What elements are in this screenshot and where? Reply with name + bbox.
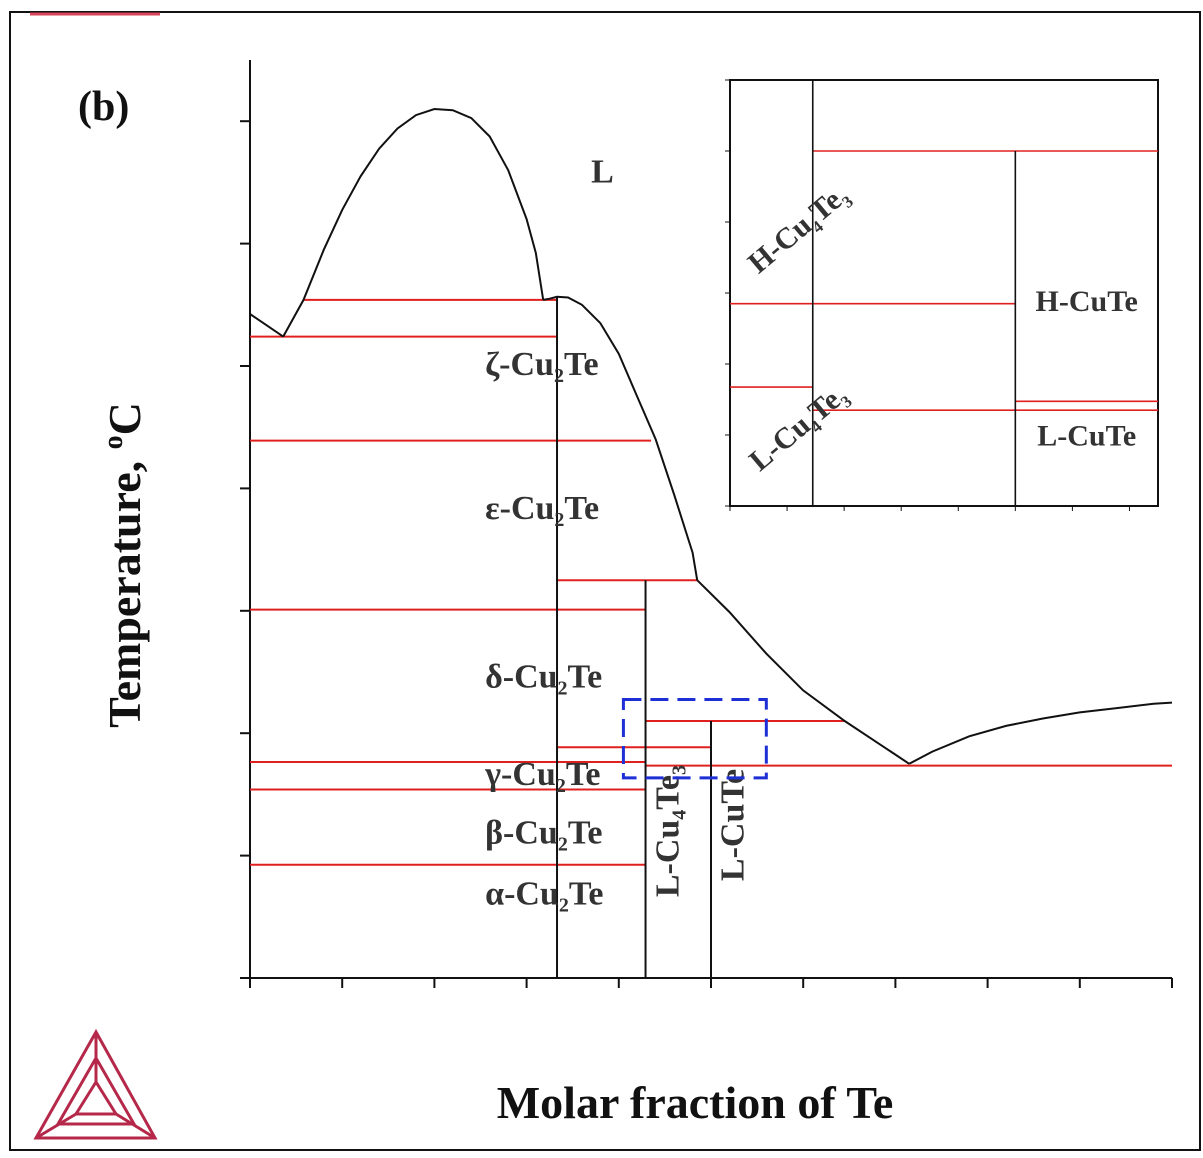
inset-label-group: H-CuTe [1036,285,1138,318]
callout-box [621,698,768,780]
y-axis-title-degree: o [98,435,129,449]
liquidus-te-side [908,701,1173,765]
x-axis-title: Molar fraction of Te [497,1077,893,1128]
phase-label-beta: β-Cu2Te [485,814,602,855]
vertical-label-group: L-CuTe [714,769,751,881]
y-axis-title-unit: C [99,402,150,435]
phase-label-delta: δ-Cu2Te [485,658,602,699]
triangle-logo-icon [33,1028,158,1140]
phase-label-L-CuTe: L-CuTe [714,769,751,881]
inset-phase-label-L-CuTe: L-CuTe [1037,420,1136,453]
vertical-label-group: L-Cu4Te3 [650,765,691,897]
phase-label-epsilon: ε-Cu2Te [485,490,599,531]
phase-label-gamma: γ-Cu2Te [484,756,600,797]
phase-label-alpha: α-Cu2Te [485,876,603,917]
panel-label: (b) [78,84,129,130]
phase-label-zeta: ζ-Cu2Te [485,346,599,387]
liquidus-dome [282,107,545,338]
phase-label-L-Cu4Te3: L-Cu4Te3 [650,765,691,897]
liquidus-right-shoulder [543,295,699,581]
y-axis-title-main: Temperature, [99,449,150,728]
main-plot-area: Lζ-Cu2Te ε-Cu2Te δ-Cu2Te γ-Cu2Te β-Cu2Te α-Cu… [240,60,1173,988]
phase-label-L: L [591,153,614,190]
inset-phase-label-H-CuTe: H-CuTe [1036,285,1138,318]
liquidus-descending [696,579,910,765]
liquidus-left-edge [249,313,284,338]
y-axis-title: Temperature, oC [98,402,150,728]
figure-border [9,11,1201,1151]
inset-label-group: L-CuTe [1037,420,1136,453]
svg-text:Temperature, oC: Temperature, oC [98,402,150,728]
